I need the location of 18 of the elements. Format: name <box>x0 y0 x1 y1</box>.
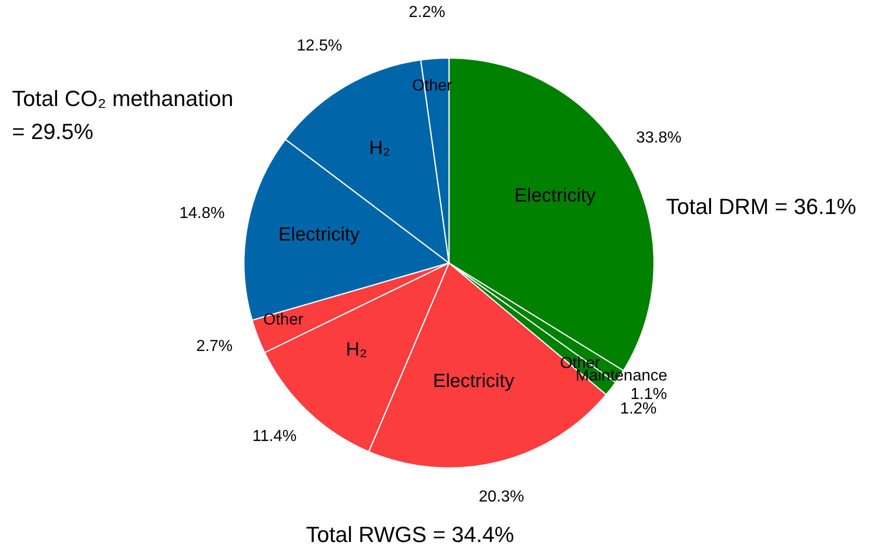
slice-label: Electricity <box>433 371 515 392</box>
data-label: 33.8% <box>636 130 682 147</box>
data-label: 14.8% <box>179 204 225 222</box>
text: Total CO₂ methanation = 29.5% <box>12 85 234 146</box>
slice-label: H₂ <box>346 340 367 361</box>
slice-label: Electricity <box>278 224 360 246</box>
data-label: 2.2% <box>408 4 446 22</box>
slice-label: Other <box>263 311 304 328</box>
data-label: 11.4% <box>252 428 297 445</box>
text: Total DRM = 36.1% <box>666 193 858 221</box>
text: Total RWGS = 34.4% <box>304 521 516 547</box>
data-label: 12.5% <box>296 37 342 54</box>
slice-label: H₂ <box>369 138 390 159</box>
slice-label: Electricity <box>514 186 596 207</box>
data-label: 20.3% <box>478 488 524 506</box>
data-label: 2.7% <box>196 338 233 355</box>
data-label: 1.1% <box>630 386 667 403</box>
data-label: 1.2% <box>620 400 657 418</box>
